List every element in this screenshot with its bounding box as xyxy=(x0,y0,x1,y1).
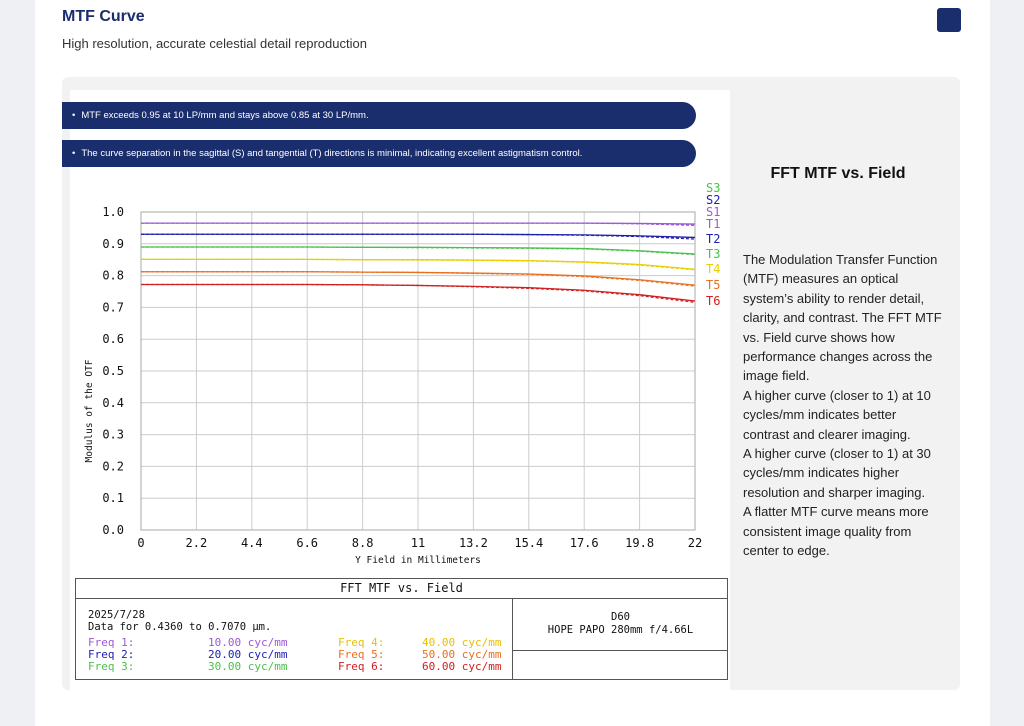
series-line-s4 xyxy=(141,258,696,271)
note-text: The curve separation in the sagittal (S)… xyxy=(81,148,583,159)
y-axis-label: Modulus of the OTF xyxy=(84,359,95,462)
freq-value: 20.00 cyc/mm xyxy=(208,648,288,661)
series-label: S1 xyxy=(706,205,720,219)
freq-entry: Freq 3: 30.00 cyc/mm xyxy=(88,661,287,673)
freq-label: Freq 1: xyxy=(88,636,135,649)
plot-frame xyxy=(140,211,696,531)
bullet-icon: • xyxy=(72,110,76,121)
side-paragraph: The Modulation Transfer Function (MTF) m… xyxy=(743,252,942,384)
note-text: MTF exceeds 0.95 at 10 LP/mm and stays a… xyxy=(81,110,369,121)
x-tick-label: 17.6 xyxy=(570,536,599,550)
freq-label: Freq 2: xyxy=(88,648,135,661)
info-box: FFT MTF vs. Field 2025/7/28 Data for 0.4… xyxy=(75,578,728,680)
freq-value: 40.00 cyc/mm xyxy=(422,636,502,649)
series-label: T5 xyxy=(706,278,720,292)
x-tick-label: 4.4 xyxy=(241,536,263,550)
y-tick-label: 0.8 xyxy=(102,269,124,283)
series-line-s3 xyxy=(141,246,696,256)
series-label: T4 xyxy=(706,262,720,276)
lens-id: D60 xyxy=(611,611,630,623)
freq-value: 50.00 cyc/mm xyxy=(422,648,502,661)
series-line-s2 xyxy=(141,233,696,240)
side-description: The Modulation Transfer Function (MTF) m… xyxy=(743,250,943,561)
series-label: T6 xyxy=(706,294,720,308)
x-tick-label: 11 xyxy=(411,536,425,550)
y-tick-label: 0.5 xyxy=(102,364,124,378)
series-label: T2 xyxy=(706,232,720,246)
y-tick-label: 1.0 xyxy=(102,205,124,219)
side-heading: FFT MTF vs. Field xyxy=(770,165,906,182)
side-paragraph: A higher curve (closer to 1) at 30 cycle… xyxy=(743,446,931,500)
info-range: Data for 0.4360 to 0.7070 µm. xyxy=(88,621,272,633)
x-tick-label: 22 xyxy=(688,536,702,550)
freq-label: Freq 5: xyxy=(338,648,385,661)
series-label: T1 xyxy=(706,217,720,231)
freq-value: 10.00 cyc/mm xyxy=(208,636,288,649)
lens-box: D60 HOPE PAPO 280mm f/4.66L xyxy=(512,599,728,679)
y-tick-label: 0.0 xyxy=(102,523,124,537)
series-line-s5 xyxy=(141,271,696,287)
y-tick-label: 0.1 xyxy=(102,491,124,505)
y-tick-label: 0.9 xyxy=(102,237,124,251)
y-tick-label: 0.4 xyxy=(102,396,124,410)
x-axis-label: Y Field in Millimeters xyxy=(355,555,481,566)
note-pill: • MTF exceeds 0.95 at 10 LP/mm and stays … xyxy=(62,102,696,129)
freq-label: Freq 3: xyxy=(88,660,135,673)
series-label: S2 xyxy=(706,193,720,207)
series-label: S3 xyxy=(706,181,720,195)
page-title: MTF Curve xyxy=(62,8,145,25)
freq-value: 60.00 cyc/mm xyxy=(422,660,502,673)
info-date: 2025/7/28 xyxy=(88,609,145,621)
freq-entry: Freq 5: 50.00 cyc/mm xyxy=(338,649,501,661)
x-tick-label: 2.2 xyxy=(186,536,208,550)
lens-name: HOPE PAPO 280mm f/4.66L xyxy=(547,624,694,636)
freq-label: Freq 4: xyxy=(338,636,385,649)
page-subtitle: High resolution, accurate celestial deta… xyxy=(62,36,367,51)
menu-button[interactable] xyxy=(937,8,961,32)
x-tick-label: 8.8 xyxy=(352,536,374,550)
freq-label: Freq 6: xyxy=(338,660,385,673)
series-line-s6 xyxy=(141,283,696,303)
info-title: FFT MTF vs. Field xyxy=(76,579,727,599)
freq-value: 30.00 cyc/mm xyxy=(208,660,288,673)
side-paragraph: A higher curve (closer to 1) at 10 cycle… xyxy=(743,387,931,442)
note-pill: • The curve separation in the sagittal (S… xyxy=(62,140,696,167)
y-tick-label: 0.7 xyxy=(102,300,124,314)
info-meta: 2025/7/28 Data for 0.4360 to 0.7070 µm. xyxy=(88,609,271,633)
y-tick-label: 0.3 xyxy=(102,428,124,442)
chart-card xyxy=(70,90,730,690)
side-paragraph: A flatter MTF curve means more consisten… xyxy=(743,504,929,559)
series-line-s1 xyxy=(141,222,696,227)
freq-entry: Freq 4: 40.00 cyc/mm xyxy=(338,637,501,649)
x-tick-label: 15.4 xyxy=(514,536,543,550)
freq-entry: Freq 6: 60.00 cyc/mm xyxy=(338,661,501,673)
x-tick-label: 6.6 xyxy=(296,536,318,550)
x-tick-label: 13.2 xyxy=(459,536,488,550)
y-tick-label: 0.6 xyxy=(102,332,124,346)
x-tick-label: 0 xyxy=(137,536,144,550)
y-tick-label: 0.2 xyxy=(102,459,124,473)
freq-entry: Freq 1: 10.00 cyc/mm xyxy=(88,637,287,649)
x-tick-label: 19.8 xyxy=(625,536,654,550)
freq-entry: Freq 2: 20.00 cyc/mm xyxy=(88,649,287,661)
bullet-icon: • xyxy=(72,148,76,159)
mtf-chart: 0 2.2 4.4 6.6 8.8 11 13.2 15.4 17.6 19.8 22 0.0 0.1 0… xyxy=(84,181,720,566)
series-label: T3 xyxy=(706,247,720,261)
